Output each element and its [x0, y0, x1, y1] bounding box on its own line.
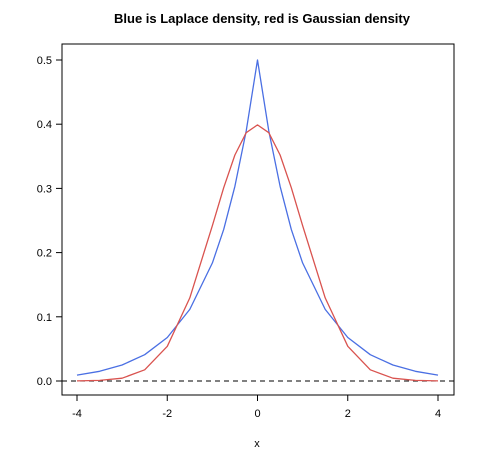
y-tick-label: 0.5	[37, 55, 52, 67]
x-tick-label: 2	[345, 408, 351, 420]
y-tick-label: 0.2	[37, 248, 52, 260]
laplace-density-line	[76, 59, 439, 376]
x-axis: -4 -2 0 2 4	[72, 395, 441, 420]
x-tick-label: -2	[162, 408, 172, 420]
y-axis: 0.0 0.1 0.2 0.3 0.4 0.5	[37, 55, 62, 388]
gaussian-density-line	[76, 124, 439, 382]
series-layer	[76, 59, 439, 382]
y-tick-label: 0.3	[37, 183, 52, 195]
x-tick-label: 0	[254, 408, 260, 420]
x-tick-label: 4	[435, 408, 441, 420]
y-tick-label: 0.1	[37, 312, 52, 324]
y-tick-label: 0.4	[37, 119, 52, 131]
plot-box	[61, 43, 455, 396]
x-tick-label: -4	[72, 408, 82, 420]
chart-title: Blue is Laplace density, red is Gaussian…	[114, 11, 411, 26]
x-axis-label: x	[254, 438, 260, 450]
y-tick-label: 0.0	[37, 376, 52, 388]
